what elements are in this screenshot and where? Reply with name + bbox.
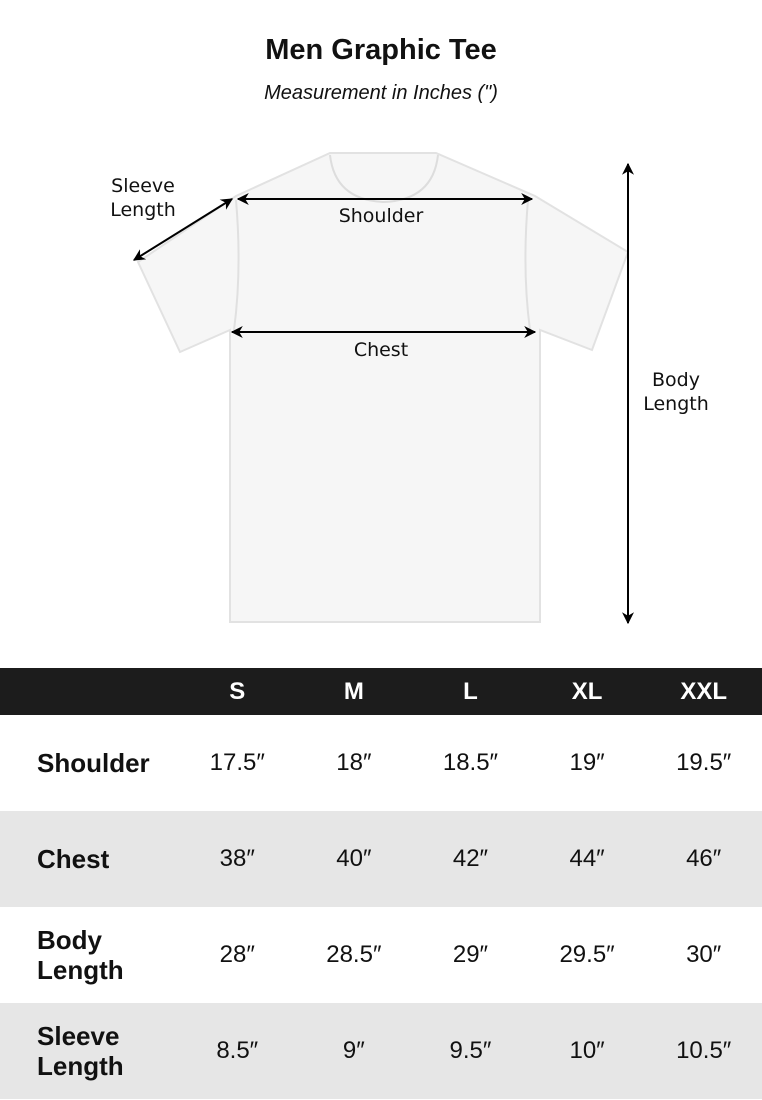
cell: 17.5″ [209, 749, 265, 776]
cell: 10.5″ [676, 1037, 732, 1064]
cell: 28″ [219, 941, 255, 968]
size-header-row: S M L XL XXL [0, 668, 762, 715]
cell: 28.5″ [326, 941, 382, 968]
cell: 19″ [569, 749, 605, 776]
cell: 9.5″ [449, 1037, 492, 1064]
tshirt-diagram [132, 152, 634, 625]
row-label: Chest [37, 844, 110, 874]
header-empty [0, 668, 179, 715]
size-m: M [343, 677, 364, 705]
body-label-line2: Length [643, 393, 709, 415]
table-row-chest: Chest 38″ 40″ 42″ 44″ 46″ [0, 811, 762, 907]
size-s: S [229, 677, 246, 705]
cell: 40″ [336, 845, 372, 872]
sleeve-label-line2: Length [110, 199, 176, 221]
row-label: Sleeve Length [37, 1021, 124, 1081]
cell: 9″ [342, 1037, 365, 1064]
cell: 46″ [686, 845, 722, 872]
cell: 29.5″ [559, 941, 615, 968]
page-title: Men Graphic Tee [265, 34, 497, 66]
chest-label: Chest [353, 339, 409, 361]
page-subtitle: Measurement in Inches (") [264, 82, 498, 104]
body-label-line1: Body [652, 369, 700, 391]
cell: 30″ [686, 941, 722, 968]
cell: 29″ [452, 941, 489, 968]
row-label: Body Length [37, 925, 124, 985]
cell: 18.5″ [442, 749, 499, 776]
table-row-shoulder: Shoulder 17.5″ 18″ 18.5″ 19″ 19.5″ [0, 715, 762, 811]
sleeve-label-line1: Sleeve [111, 175, 175, 197]
cell: 8.5″ [216, 1037, 259, 1064]
sleeve-length-label: Sleeve Length [95, 174, 191, 222]
table-row-sleeve-length: Sleeve Length 8.5″ 9″ 9.5″ 10″ 10.5″ [0, 1003, 762, 1099]
size-xxl: XXL [680, 677, 728, 705]
size-xl: XL [571, 677, 603, 705]
table-row-body-length: Body Length 28″ 28.5″ 29″ 29.5″ 30″ [0, 907, 762, 1003]
cell: 44″ [569, 845, 605, 872]
cell: 10″ [569, 1037, 605, 1064]
body-length-label: Body Length [630, 368, 722, 416]
cell: 42″ [452, 845, 489, 872]
cell: 38″ [219, 845, 255, 872]
cell: 19.5″ [676, 749, 732, 776]
row-label: Shoulder [37, 748, 150, 778]
size-chart-table: S M L XL XXL Shoulder 17.5″ 18″ 18.5″ 19… [0, 668, 762, 1099]
sleeve-arrow [132, 198, 234, 261]
cell: 18″ [336, 749, 372, 776]
size-l: L [463, 677, 478, 705]
shoulder-label: Shoulder [338, 205, 424, 227]
tshirt-shape [136, 152, 630, 623]
